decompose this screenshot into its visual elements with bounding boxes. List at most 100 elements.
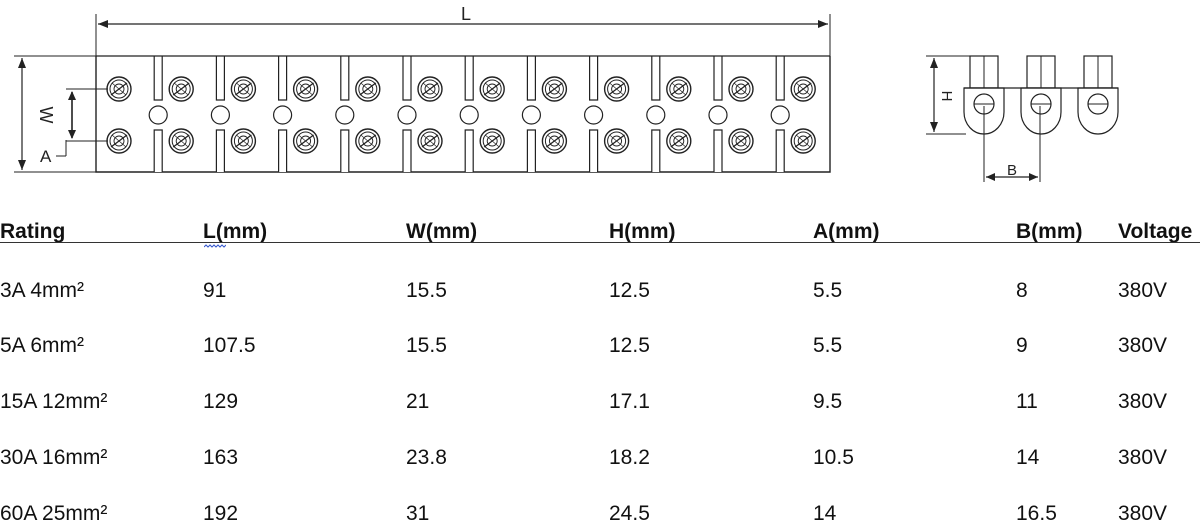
mounting-hole	[708, 105, 728, 125]
mounting-hole	[646, 105, 666, 125]
block-outline	[95, 56, 831, 173]
cell-rating: 5A 6mm²	[0, 334, 85, 357]
screw-icon	[728, 76, 754, 102]
screw-icon	[666, 76, 692, 102]
header-l: L(mm)	[203, 220, 268, 243]
screw-icon	[603, 128, 630, 154]
block-notch	[775, 129, 785, 172]
header-w: W(mm)	[406, 220, 478, 243]
block-notch	[215, 56, 225, 101]
cell-a: 5.5	[813, 334, 843, 357]
side-view: H B	[926, 55, 1119, 182]
width-label: W	[36, 107, 56, 124]
screw-icon	[790, 76, 816, 102]
spellcheck-underline	[204, 244, 226, 248]
height-label: H	[938, 91, 955, 102]
screw-icon	[106, 76, 132, 102]
block-notch	[526, 129, 536, 172]
mounting-hole	[335, 105, 355, 125]
cell-b: 9	[1016, 334, 1028, 357]
header-rule	[0, 242, 1200, 243]
cell-a: 5.5	[813, 279, 843, 302]
block-notch	[464, 129, 474, 172]
mounting-hole	[770, 105, 790, 125]
cell-h: 12.5	[609, 334, 650, 357]
cell-b: 14	[1016, 446, 1040, 469]
cell-rating: 30A 16mm²	[0, 446, 108, 469]
screw-icon	[790, 128, 816, 154]
cell-rating: 60A 25mm²	[0, 502, 108, 525]
cell-l: 163	[203, 446, 239, 469]
screw-icon	[230, 128, 257, 154]
screw-icon	[603, 76, 630, 102]
cell-b: 16.5	[1016, 502, 1057, 525]
cell-l: 192	[203, 502, 239, 525]
screw-icon	[292, 76, 319, 102]
cell-b: 11	[1016, 390, 1038, 413]
block-notch	[402, 129, 412, 172]
screw-icon	[355, 76, 381, 102]
outer-height-dimension	[14, 55, 96, 173]
block-notch	[651, 129, 661, 172]
cell-w: 23.8	[406, 446, 447, 469]
block-notch	[775, 56, 785, 101]
screw-icon	[230, 76, 257, 102]
length-dimension: L	[95, 4, 831, 56]
cell-h: 24.5	[609, 502, 650, 525]
cell-h: 17.1	[609, 390, 650, 413]
cell-a: 14	[813, 502, 837, 525]
screw-icon	[541, 76, 568, 102]
cell-w: 15.5	[406, 334, 447, 357]
screw-icon	[106, 128, 132, 154]
screw-icon	[479, 76, 505, 102]
screw-icon	[168, 76, 194, 102]
a-label: A	[40, 147, 52, 166]
block-notch	[215, 129, 225, 172]
cell-b: 8	[1016, 279, 1028, 302]
a-dimension: A	[40, 140, 67, 166]
cell-h: 12.5	[609, 279, 650, 302]
cell-a: 9.5	[813, 390, 843, 413]
screw-icon	[168, 128, 194, 154]
block-notch	[278, 56, 288, 101]
block-notch	[651, 56, 661, 101]
mounting-hole	[459, 105, 479, 125]
screw-icon	[292, 128, 319, 154]
screw-icon	[417, 76, 443, 102]
mounting-hole	[521, 105, 542, 125]
block-notch	[153, 56, 163, 101]
header-rating: Rating	[0, 220, 66, 243]
block-notch	[713, 56, 723, 101]
block-notch	[340, 129, 350, 172]
screw-icon	[479, 128, 505, 154]
block-notch	[340, 56, 350, 101]
terminal-block-drawing: L W A H B	[14, 4, 1119, 182]
cell-voltage: 380V	[1118, 390, 1168, 413]
cell-l: 107.5	[203, 334, 256, 357]
header-b: B(mm)	[1016, 220, 1083, 243]
mounting-hole	[273, 105, 293, 125]
cell-w: 15.5	[406, 279, 447, 302]
cell-voltage: 380V	[1118, 502, 1168, 525]
width-dimension: W	[36, 88, 108, 142]
screw-icon	[541, 128, 568, 154]
cell-w: 31	[406, 502, 430, 525]
cell-rating: 3A 4mm²	[0, 279, 85, 302]
cell-w: 21	[406, 390, 430, 413]
cell-voltage: 380V	[1118, 334, 1168, 357]
mounting-hole	[583, 105, 604, 125]
block-notch	[589, 56, 599, 101]
mounting-hole	[148, 105, 168, 125]
cell-voltage: 380V	[1118, 446, 1168, 469]
b-label: B	[1007, 162, 1017, 179]
block-notch	[526, 56, 536, 101]
block-notch	[464, 56, 474, 101]
mounting-hole	[210, 105, 230, 125]
cell-l: 129	[203, 390, 239, 413]
header-h: H(mm)	[609, 220, 676, 243]
block-notch	[153, 129, 163, 172]
cell-a: 10.5	[813, 446, 854, 469]
mounting-hole	[397, 105, 417, 125]
cell-l: 91	[203, 279, 227, 302]
screw-icon	[666, 128, 692, 154]
